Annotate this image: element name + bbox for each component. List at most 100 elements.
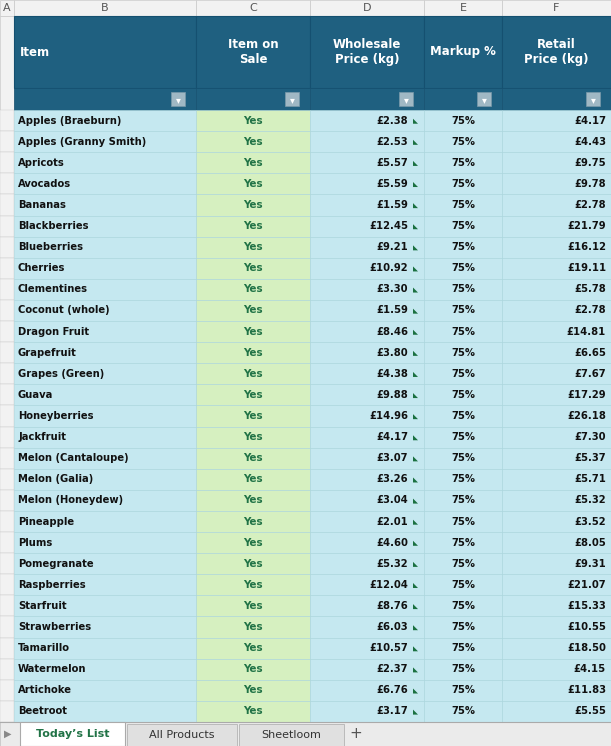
Text: ▾: ▾ (481, 95, 486, 105)
Text: £6.65: £6.65 (574, 348, 606, 357)
Bar (424, 236, 502, 257)
Bar (0, 680, 14, 701)
Text: Markup %: Markup % (430, 46, 496, 58)
Text: £1.59: £1.59 (376, 200, 408, 210)
Text: Coconut (whole): Coconut (whole) (18, 305, 109, 316)
Polygon shape (413, 562, 418, 567)
Text: £12.45: £12.45 (369, 221, 408, 231)
Text: £10.57: £10.57 (369, 643, 408, 653)
Text: Raspberries: Raspberries (18, 580, 86, 590)
Text: 75%: 75% (451, 221, 475, 231)
Bar (14, 427, 196, 448)
Bar (310, 131, 424, 152)
Bar (14, 511, 196, 532)
Bar (424, 616, 502, 638)
Text: ▾: ▾ (175, 95, 180, 105)
Text: Guava: Guava (18, 390, 53, 400)
Text: £19.11: £19.11 (567, 263, 606, 273)
Text: Yes: Yes (243, 157, 263, 168)
Text: Yes: Yes (243, 601, 263, 611)
Text: Yes: Yes (243, 559, 263, 568)
Text: B: B (101, 3, 109, 13)
Text: £9.21: £9.21 (376, 242, 408, 252)
Text: Yes: Yes (243, 200, 263, 210)
Bar (0, 532, 14, 554)
Text: £18.50: £18.50 (567, 643, 606, 653)
Bar (0, 173, 14, 195)
Bar (310, 195, 424, 216)
Text: Yes: Yes (243, 369, 263, 379)
Text: Retail
Price (kg): Retail Price (kg) (524, 38, 589, 66)
Bar (424, 257, 502, 279)
Text: Yes: Yes (243, 242, 263, 252)
Bar (0, 131, 14, 152)
Bar (424, 595, 502, 616)
Text: £2.53: £2.53 (376, 137, 408, 147)
Bar (310, 236, 424, 257)
Bar (0, 152, 14, 173)
Bar (0, 195, 14, 216)
Text: 75%: 75% (451, 157, 475, 168)
Bar (14, 279, 196, 300)
Bar (196, 427, 310, 448)
Polygon shape (413, 372, 418, 377)
Bar (0, 701, 14, 722)
Text: 75%: 75% (451, 474, 475, 484)
Bar (0, 321, 14, 342)
Bar (424, 490, 502, 511)
Bar (196, 638, 310, 659)
Bar (0, 0, 14, 16)
Text: Yes: Yes (243, 580, 263, 590)
Bar (424, 554, 502, 574)
Polygon shape (413, 541, 418, 546)
Bar (0, 405, 14, 427)
Bar (196, 532, 310, 554)
Text: £4.17: £4.17 (376, 432, 408, 442)
Text: Apples (Braeburn): Apples (Braeburn) (18, 116, 122, 125)
Bar (196, 131, 310, 152)
Text: 75%: 75% (451, 516, 475, 527)
Text: Beetroot: Beetroot (18, 706, 67, 716)
Text: 75%: 75% (451, 454, 475, 463)
Bar (0, 257, 14, 279)
Text: Yes: Yes (243, 284, 263, 295)
Bar (424, 574, 502, 595)
Text: 75%: 75% (451, 538, 475, 548)
Polygon shape (413, 351, 418, 356)
Bar (14, 468, 196, 490)
Bar (424, 110, 502, 131)
Bar (14, 405, 196, 427)
Bar (310, 363, 424, 384)
Bar (285, 92, 299, 106)
Text: D: D (363, 3, 371, 13)
Bar (196, 490, 310, 511)
Polygon shape (413, 140, 418, 145)
Text: Bananas: Bananas (18, 200, 66, 210)
Text: Cherries: Cherries (18, 263, 65, 273)
Text: £14.81: £14.81 (567, 327, 606, 336)
Text: ▾: ▾ (403, 95, 408, 105)
Text: Wholesale
Price (kg): Wholesale Price (kg) (333, 38, 401, 66)
Bar (502, 110, 611, 131)
Bar (424, 638, 502, 659)
Bar (502, 638, 611, 659)
Bar (0, 616, 14, 638)
Bar (239, 724, 344, 746)
Bar (310, 532, 424, 554)
Bar (14, 300, 196, 321)
Bar (196, 152, 310, 173)
Bar (477, 92, 491, 106)
Bar (424, 659, 502, 680)
Bar (196, 384, 310, 405)
Bar (14, 88, 196, 110)
Text: 75%: 75% (451, 284, 475, 295)
Text: £1.59: £1.59 (376, 305, 408, 316)
Bar (14, 321, 196, 342)
Text: 75%: 75% (451, 179, 475, 189)
Text: Yes: Yes (243, 686, 263, 695)
Bar (196, 321, 310, 342)
Polygon shape (413, 245, 418, 251)
Text: Yes: Yes (243, 137, 263, 147)
Bar (0, 574, 14, 595)
Polygon shape (413, 477, 418, 483)
